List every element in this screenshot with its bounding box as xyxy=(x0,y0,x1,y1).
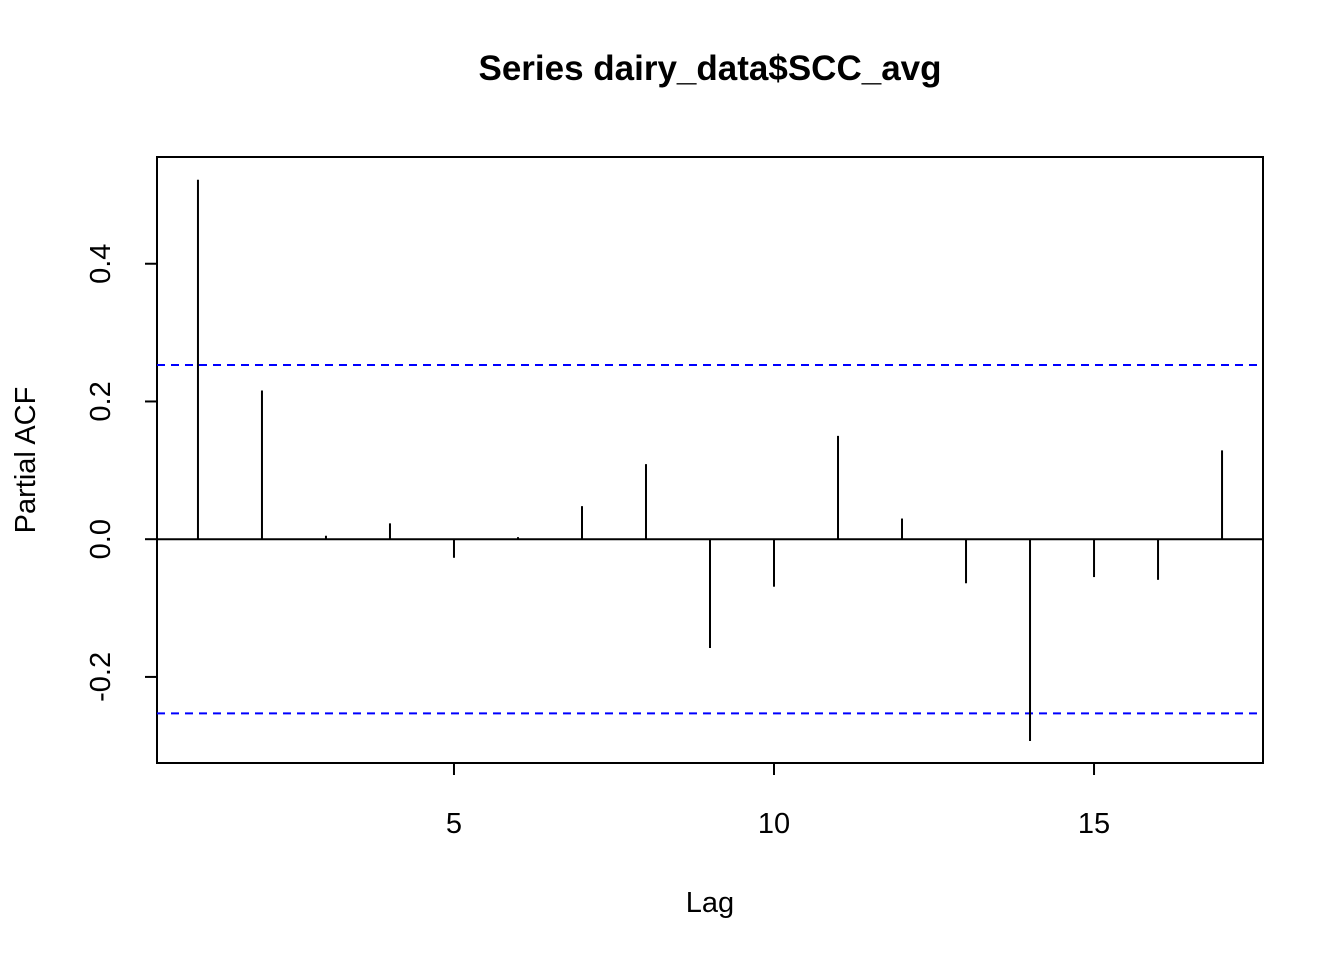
y-tick-label: 0.4 xyxy=(85,244,117,284)
y-tick-label: 0.0 xyxy=(85,519,117,559)
y-axis: -0.2 0.0 0.2 0.4 xyxy=(85,244,157,702)
x-axis: 5 10 15 xyxy=(446,763,1110,840)
chart-title: Series dairy_data$SCC_avg xyxy=(478,49,941,88)
x-axis-label: Lag xyxy=(686,887,734,919)
plot-area xyxy=(157,179,1263,741)
x-tick-label: 5 xyxy=(446,808,462,840)
plot-frame xyxy=(156,156,1264,764)
y-tick-label: 0.2 xyxy=(85,381,117,421)
x-tick-label: 15 xyxy=(1078,808,1110,840)
y-tick-label: -0.2 xyxy=(85,652,117,702)
x-tick-label: 10 xyxy=(758,808,790,840)
y-axis-label: Partial ACF xyxy=(10,387,42,534)
